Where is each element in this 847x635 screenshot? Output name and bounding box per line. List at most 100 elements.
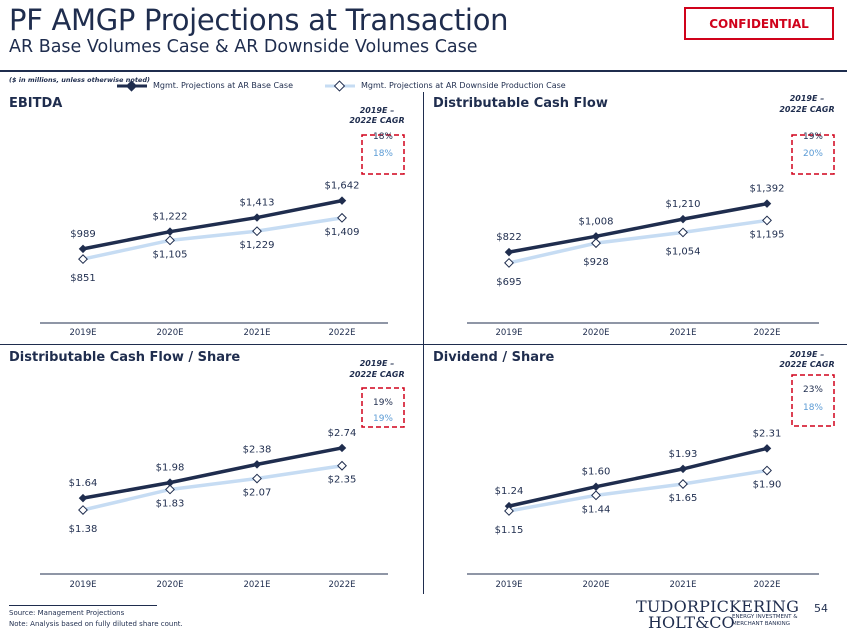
logo-tagline: ENERGY INVESTMENT & MERCHANT BANKING (732, 614, 798, 627)
downside-data-label: $928 (583, 257, 608, 268)
base-data-label: $1,413 (240, 198, 275, 209)
x-tick-label: 2022E (753, 328, 780, 338)
dcf-panel: Distributable Cash Flow 2019E 2020E 2021E 2… (424, 92, 847, 344)
x-tick-label: 2020E (582, 328, 609, 338)
base-point-marker (762, 444, 772, 453)
base-series-line (508, 201, 768, 254)
confidential-badge: CONFIDENTIAL (684, 7, 834, 40)
downside-point-marker (165, 235, 175, 246)
base-data-label: $1,008 (579, 216, 614, 227)
footer-note: Note: Analysis based on fully diluted sh… (9, 620, 183, 628)
downside-point-marker (337, 460, 347, 471)
downside-data-label: $2.07 (243, 488, 272, 499)
downside-data-label: $1,105 (153, 249, 188, 260)
cagr-base-value: 23% (803, 385, 823, 395)
base-data-label: $1,392 (750, 184, 785, 195)
base-point-marker (165, 227, 175, 236)
base-data-label: $1.98 (156, 463, 185, 474)
legend-base-label: Mgmt. Projections at AR Base Case (153, 81, 294, 90)
downside-data-label: $1,409 (325, 227, 360, 238)
base-series-line (82, 198, 343, 251)
cagr-box (361, 134, 405, 175)
x-tick-label: 2021E (669, 328, 696, 338)
base-point-marker (762, 199, 772, 208)
base-data-label: $822 (496, 232, 521, 243)
downside-point-marker (678, 227, 688, 238)
downside-point-marker (165, 484, 175, 495)
x-tick-label: 2020E (582, 580, 609, 590)
dcf-title: Distributable Cash Flow (433, 96, 608, 111)
dcf-per-share-title: Distributable Cash Flow / Share (9, 350, 241, 365)
base-point-marker (252, 460, 262, 469)
downside-data-label: $851 (70, 273, 95, 284)
downside-series-line (82, 464, 343, 512)
downside-point-marker (78, 254, 88, 265)
cagr-downside-value: 18% (373, 149, 393, 159)
downside-data-label: $1,229 (240, 240, 275, 251)
cagr-downside-value: 20% (803, 149, 823, 159)
page-subtitle: AR Base Volumes Case & AR Downside Volum… (9, 37, 478, 57)
downside-data-label: $1,054 (666, 246, 701, 257)
base-data-label: $2.74 (328, 428, 357, 439)
dcf-chart: 2019E 2020E 2021E 2022E $822 $1,008 $1,210 $1,3… (467, 94, 835, 338)
downside-point-marker (252, 226, 262, 237)
base-point-marker (337, 196, 347, 205)
page-number: 54 (814, 602, 828, 615)
downside-series-line (508, 218, 768, 265)
base-data-label: $1.24 (495, 486, 524, 497)
downside-point-marker (678, 479, 688, 489)
cagr-header: 2019E – (360, 359, 395, 368)
footer-rule (9, 605, 157, 606)
cagr-box (791, 374, 835, 427)
base-point-marker (252, 213, 262, 222)
panel-divider-horizontal (0, 344, 847, 345)
base-data-label: $1,642 (325, 181, 360, 192)
x-tick-label: 2020E (156, 328, 183, 338)
x-tick-label: 2022E (328, 328, 355, 338)
x-tick-label: 2019E (69, 328, 96, 338)
cagr-downside-value: 19% (373, 414, 393, 424)
downside-data-label: $1.38 (69, 524, 98, 535)
downside-point-marker (337, 212, 347, 223)
logo-tagline-line1: ENERGY INVESTMENT & (732, 614, 798, 620)
header-rule (0, 70, 847, 72)
panel-divider-vertical (423, 92, 424, 594)
dividend-per-share-title: Dividend / Share (433, 350, 555, 365)
dividend-per-share-chart: 2019E 2020E 2021E 2022E $1.24 $1.60 $1.93 $2.31… (467, 350, 835, 590)
downside-data-label: $1.83 (156, 498, 185, 509)
ebitda-title: EBITDA (9, 96, 63, 111)
cagr-header: 2022E CAGR (779, 360, 834, 369)
base-series-line (82, 446, 343, 500)
base-point-marker (678, 464, 688, 474)
downside-data-label: $695 (496, 277, 521, 288)
footer-source: Source: Management Projections (9, 609, 125, 617)
legend-base-marker-icon (117, 80, 147, 92)
logo-tagline-line2: MERCHANT BANKING (732, 620, 790, 627)
base-data-label: $1.60 (582, 467, 611, 478)
base-data-label: $1.64 (69, 478, 98, 489)
base-point-marker (337, 443, 347, 453)
dcf-per-share-chart: 2019E 2020E 2021E 2022E $1.64 $1.98 $2.38 $2.74… (40, 359, 405, 590)
downside-data-label: $1.15 (495, 525, 524, 536)
downside-data-label: $1.44 (582, 504, 611, 515)
downside-data-label: $2.35 (328, 475, 357, 486)
x-tick-label: 2021E (669, 580, 696, 590)
downside-data-label: $1,195 (750, 229, 785, 240)
x-tick-label: 2019E (69, 580, 96, 590)
dcf-per-share-panel: Distributable Cash Flow / Share 2019E 202… (0, 345, 422, 595)
units-note: ($ in millions, unless otherwise noted) (9, 76, 150, 84)
cagr-header: 2019E – (790, 350, 825, 359)
cagr-header: 2022E CAGR (779, 105, 834, 114)
cagr-downside-value: 18% (803, 403, 823, 413)
downside-series-line (508, 468, 768, 513)
legend-downside-label: Mgmt. Projections at AR Downside Product… (361, 81, 566, 90)
base-data-label: $2.38 (243, 444, 272, 455)
base-data-label: $1,210 (666, 199, 701, 210)
x-tick-label: 2022E (753, 580, 780, 590)
cagr-header: 2019E – (790, 94, 825, 103)
logo-wordmark-line1: TUDORPICKERING (636, 597, 800, 616)
base-data-label: $2.31 (753, 428, 782, 439)
x-tick-label: 2021E (243, 328, 270, 338)
cagr-box (791, 134, 835, 175)
x-tick-label: 2019E (495, 328, 522, 338)
